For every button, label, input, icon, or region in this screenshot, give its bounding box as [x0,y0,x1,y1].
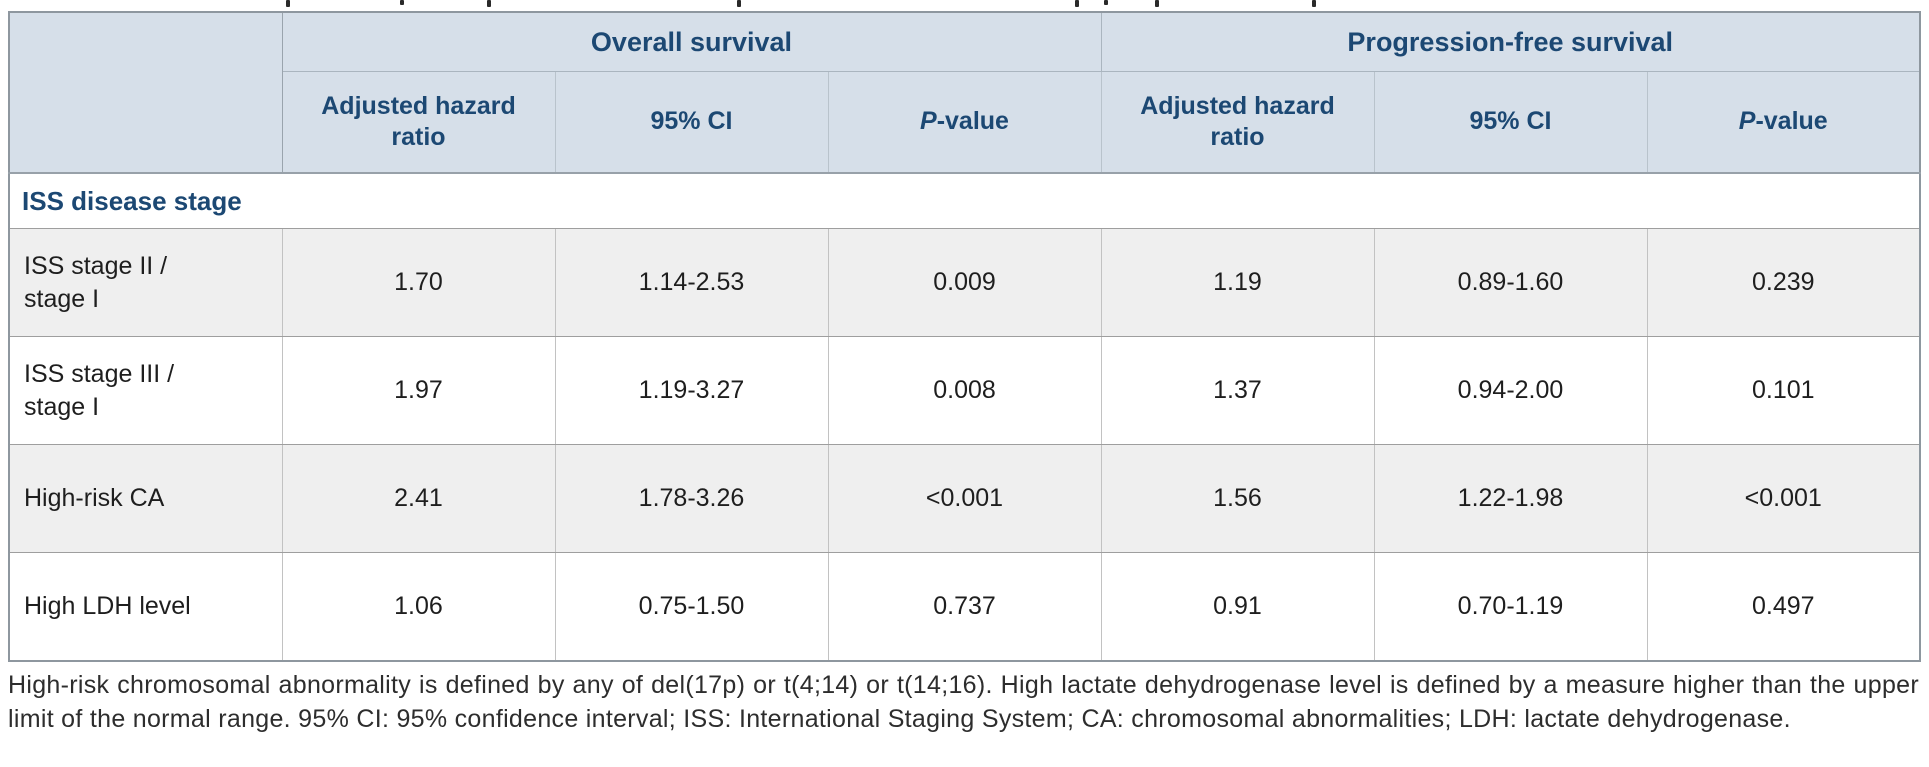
cropped-text-fragment [1312,0,1316,7]
cropped-text-fragment [1155,0,1159,7]
p-value-italic-p: P [1738,107,1756,136]
cell-pfs-p-value: 0.239 [1646,228,1921,337]
row-label: ISS stage II / stage I [8,228,283,337]
cell-pfs-hazard-ratio: 1.19 [1100,228,1375,337]
cell-os-p-value: 0.008 [827,336,1102,445]
cell-os-ci: 1.78-3.26 [554,444,829,553]
cell-os-p-value: <0.001 [827,444,1102,553]
group-header-overall-survival: Overall survival [281,11,1102,72]
cropped-text-fragment [737,0,741,7]
col-header-pfs-p-value: P-value [1646,71,1921,174]
col-header-pfs-95-ci: 95% CI [1373,71,1648,174]
col-header-pfs-adjusted-hazard-ratio: Adjusted hazard ratio [1100,71,1375,174]
cell-pfs-hazard-ratio: 1.56 [1100,444,1375,553]
cropped-text-fragment [487,0,491,7]
cropped-text-fragment [1104,0,1108,5]
cell-os-hazard-ratio: 1.97 [281,336,556,445]
cell-pfs-hazard-ratio: 1.37 [1100,336,1375,445]
section-header-iss-disease-stage: ISS disease stage [9,172,1920,229]
col-header-os-adjusted-hazard-ratio: Adjusted hazard ratio [281,71,556,174]
cell-os-p-value: 0.737 [827,552,1102,661]
cropped-text-fragment [286,0,290,7]
cell-os-ci: 1.19-3.27 [554,336,829,445]
table-row-high-ldh-level: High LDH level 1.06 0.75-1.50 0.737 0.91… [8,552,1921,661]
cell-pfs-ci: 0.89-1.60 [1373,228,1648,337]
group-header-progression-free-survival: Progression-free survival [1100,11,1921,72]
section-header-row: ISS disease stage [9,172,1920,229]
cell-pfs-ci: 0.94-2.00 [1373,336,1648,445]
cropped-text-fragment [1075,0,1079,7]
cell-pfs-ci: 1.22-1.98 [1373,444,1648,553]
table-row-high-risk-ca: High-risk CA 2.41 1.78-3.26 <0.001 1.56 … [8,444,1921,553]
p-value-rest: -value [1755,107,1828,136]
cell-os-ci: 1.14-2.53 [554,228,829,337]
table-footnote: High-risk chromosomal abnormality is def… [8,671,1919,733]
row-label: ISS stage III / stage I [8,336,283,445]
cropped-caption-remnant [0,0,1929,10]
col-header-os-p-value: P-value [827,71,1102,174]
cell-os-hazard-ratio: 2.41 [281,444,556,553]
p-value-rest: -value [936,107,1009,136]
cell-pfs-hazard-ratio: 0.91 [1100,552,1375,661]
cell-os-ci: 0.75-1.50 [554,552,829,661]
column-header-row: Adjusted hazard ratio 95% CI P-value Adj… [9,71,1921,174]
col-header-os-95-ci: 95% CI [554,71,829,174]
cell-pfs-p-value: 0.497 [1646,552,1921,661]
table-row-iss-stage-2-vs-1: ISS stage II / stage I 1.70 1.14-2.53 0.… [8,228,1921,337]
table-row-iss-stage-3-vs-1: ISS stage III / stage I 1.97 1.19-3.27 0… [8,336,1921,445]
row-label: High-risk CA [8,444,283,553]
survival-analysis-table: Overall survival Progression-free surviv… [8,11,1921,662]
p-value-italic-p: P [920,107,937,136]
cell-pfs-p-value: 0.101 [1646,336,1921,445]
cell-os-hazard-ratio: 1.06 [281,552,556,661]
corner-cell [9,12,283,173]
cropped-text-fragment [400,0,404,5]
cell-os-hazard-ratio: 1.70 [281,228,556,337]
row-label: High LDH level [8,552,283,661]
cell-os-p-value: 0.009 [827,228,1102,337]
cell-pfs-ci: 0.70-1.19 [1373,552,1648,661]
cell-pfs-p-value: <0.001 [1646,444,1921,553]
group-header-row: Overall survival Progression-free surviv… [9,11,1921,173]
